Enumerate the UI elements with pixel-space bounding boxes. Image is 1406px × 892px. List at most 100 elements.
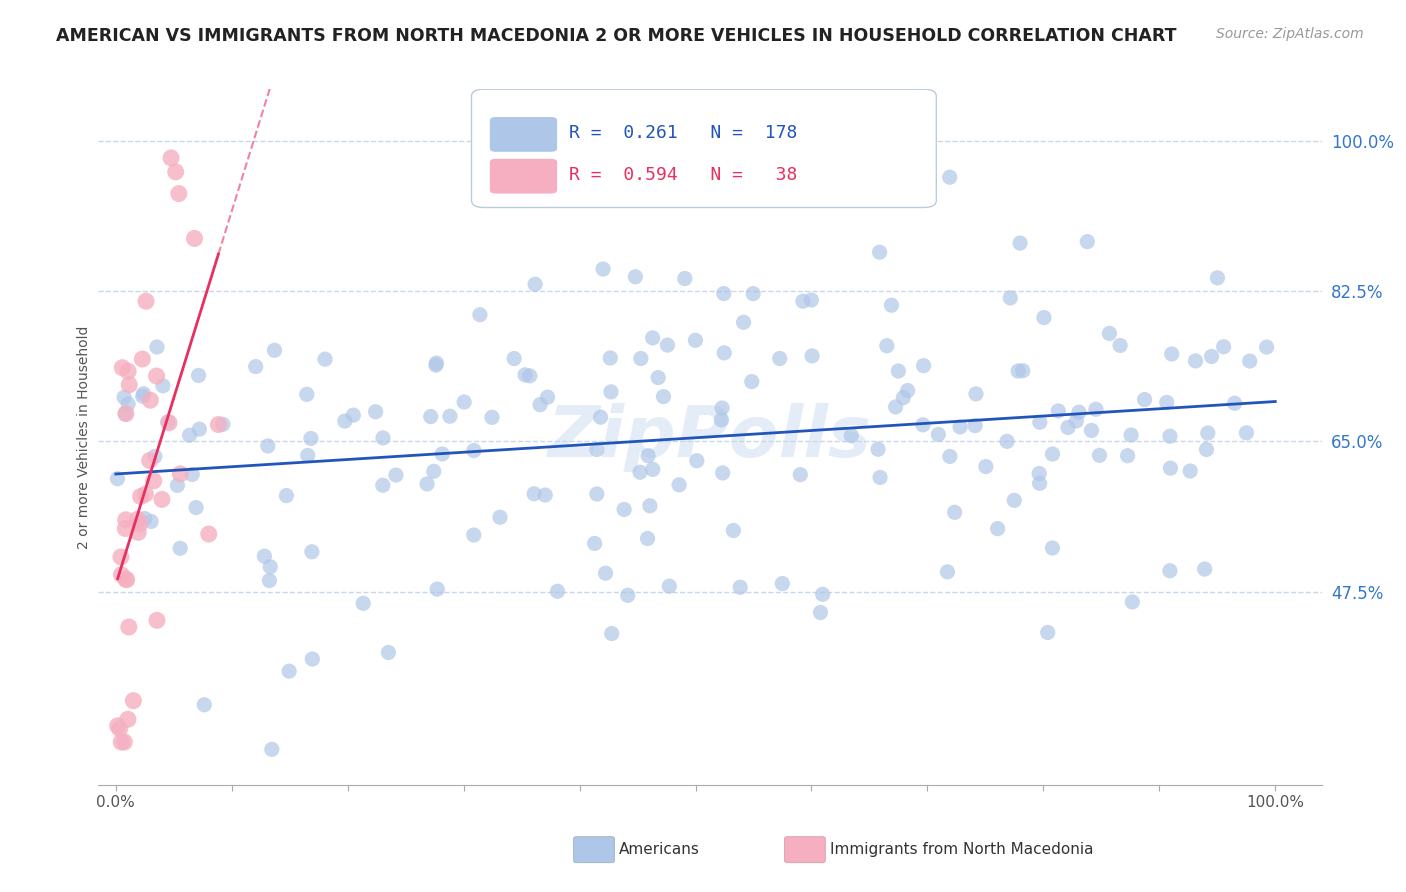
Point: [118, 620, 141, 634]
Point: [117, 712, 139, 726]
Point: [841, 428, 863, 442]
Point: [936, 565, 959, 579]
Point: [927, 427, 949, 442]
Point: [1042, 447, 1064, 461]
Point: [1194, 562, 1216, 576]
Point: [869, 245, 891, 260]
Point: [624, 269, 647, 284]
Point: [1133, 392, 1156, 407]
Point: [1010, 236, 1032, 251]
Point: [135, 294, 157, 309]
Point: [519, 368, 541, 383]
Point: [800, 293, 823, 307]
FancyBboxPatch shape: [489, 117, 557, 152]
Point: [1084, 402, 1107, 417]
Point: [278, 664, 301, 678]
Point: [1195, 442, 1218, 457]
Point: [160, 151, 183, 165]
Point: [880, 298, 903, 312]
Point: [259, 574, 281, 588]
Point: [638, 499, 661, 513]
Point: [523, 487, 546, 501]
Point: [157, 416, 180, 430]
Point: [616, 588, 638, 602]
Point: [453, 395, 475, 409]
Point: [193, 698, 215, 712]
Point: [138, 453, 160, 467]
Point: [647, 370, 669, 384]
Point: [333, 414, 356, 428]
Point: [276, 489, 298, 503]
Point: [207, 417, 229, 432]
Point: [637, 532, 659, 546]
Point: [364, 405, 387, 419]
Point: [912, 359, 935, 373]
Point: [600, 384, 623, 399]
Point: [183, 231, 205, 245]
Point: [1121, 595, 1143, 609]
Point: [110, 549, 132, 564]
Point: [1159, 429, 1181, 443]
Text: AMERICAN VS IMMIGRANTS FROM NORTH MACEDONIA 2 OR MORE VEHICLES IN HOUSEHOLD CORR: AMERICAN VS IMMIGRANTS FROM NORTH MACEDO…: [56, 27, 1177, 45]
Point: [117, 397, 139, 411]
Point: [595, 566, 617, 581]
Point: [1206, 270, 1229, 285]
Point: [169, 541, 191, 556]
Point: [613, 502, 636, 516]
Point: [166, 478, 188, 492]
Point: [468, 308, 491, 322]
Point: [943, 505, 966, 519]
Point: [600, 626, 623, 640]
Point: [884, 400, 907, 414]
Point: [184, 500, 207, 515]
Point: [301, 652, 323, 666]
Text: Americans: Americans: [619, 842, 700, 856]
Point: [1080, 424, 1102, 438]
Point: [876, 339, 898, 353]
Point: [668, 478, 690, 492]
Point: [489, 510, 512, 524]
Point: [1236, 425, 1258, 440]
Point: [107, 472, 129, 486]
Point: [630, 351, 652, 366]
Point: [1002, 493, 1025, 508]
Point: [127, 512, 149, 526]
Point: [425, 358, 447, 372]
Point: [1007, 364, 1029, 378]
Point: [111, 360, 134, 375]
Point: [811, 587, 834, 601]
Point: [114, 521, 136, 535]
Point: [122, 694, 145, 708]
Point: [1159, 564, 1181, 578]
Point: [995, 434, 1018, 449]
Point: [792, 294, 814, 309]
Point: [911, 417, 934, 432]
Point: [657, 338, 679, 352]
Text: R =  0.594   N =   38: R = 0.594 N = 38: [569, 166, 797, 184]
Point: [583, 536, 606, 550]
Point: [167, 186, 190, 201]
Point: [131, 389, 153, 403]
Point: [1156, 395, 1178, 409]
Point: [891, 391, 914, 405]
Point: [146, 340, 169, 354]
Point: [114, 513, 136, 527]
Point: [295, 387, 318, 401]
Point: [685, 334, 707, 348]
Point: [1178, 464, 1201, 478]
Point: [115, 573, 138, 587]
Point: [256, 439, 278, 453]
Point: [385, 468, 408, 483]
Point: [1197, 426, 1219, 441]
Point: [115, 407, 138, 421]
Point: [432, 447, 454, 461]
Point: [416, 477, 439, 491]
Text: R =  0.261   N =  178: R = 0.261 N = 178: [569, 124, 797, 142]
Point: [301, 545, 323, 559]
Point: [628, 465, 651, 479]
Point: [179, 428, 201, 442]
Point: [641, 331, 664, 345]
Point: [107, 719, 129, 733]
Point: [134, 487, 156, 501]
Point: [129, 490, 152, 504]
